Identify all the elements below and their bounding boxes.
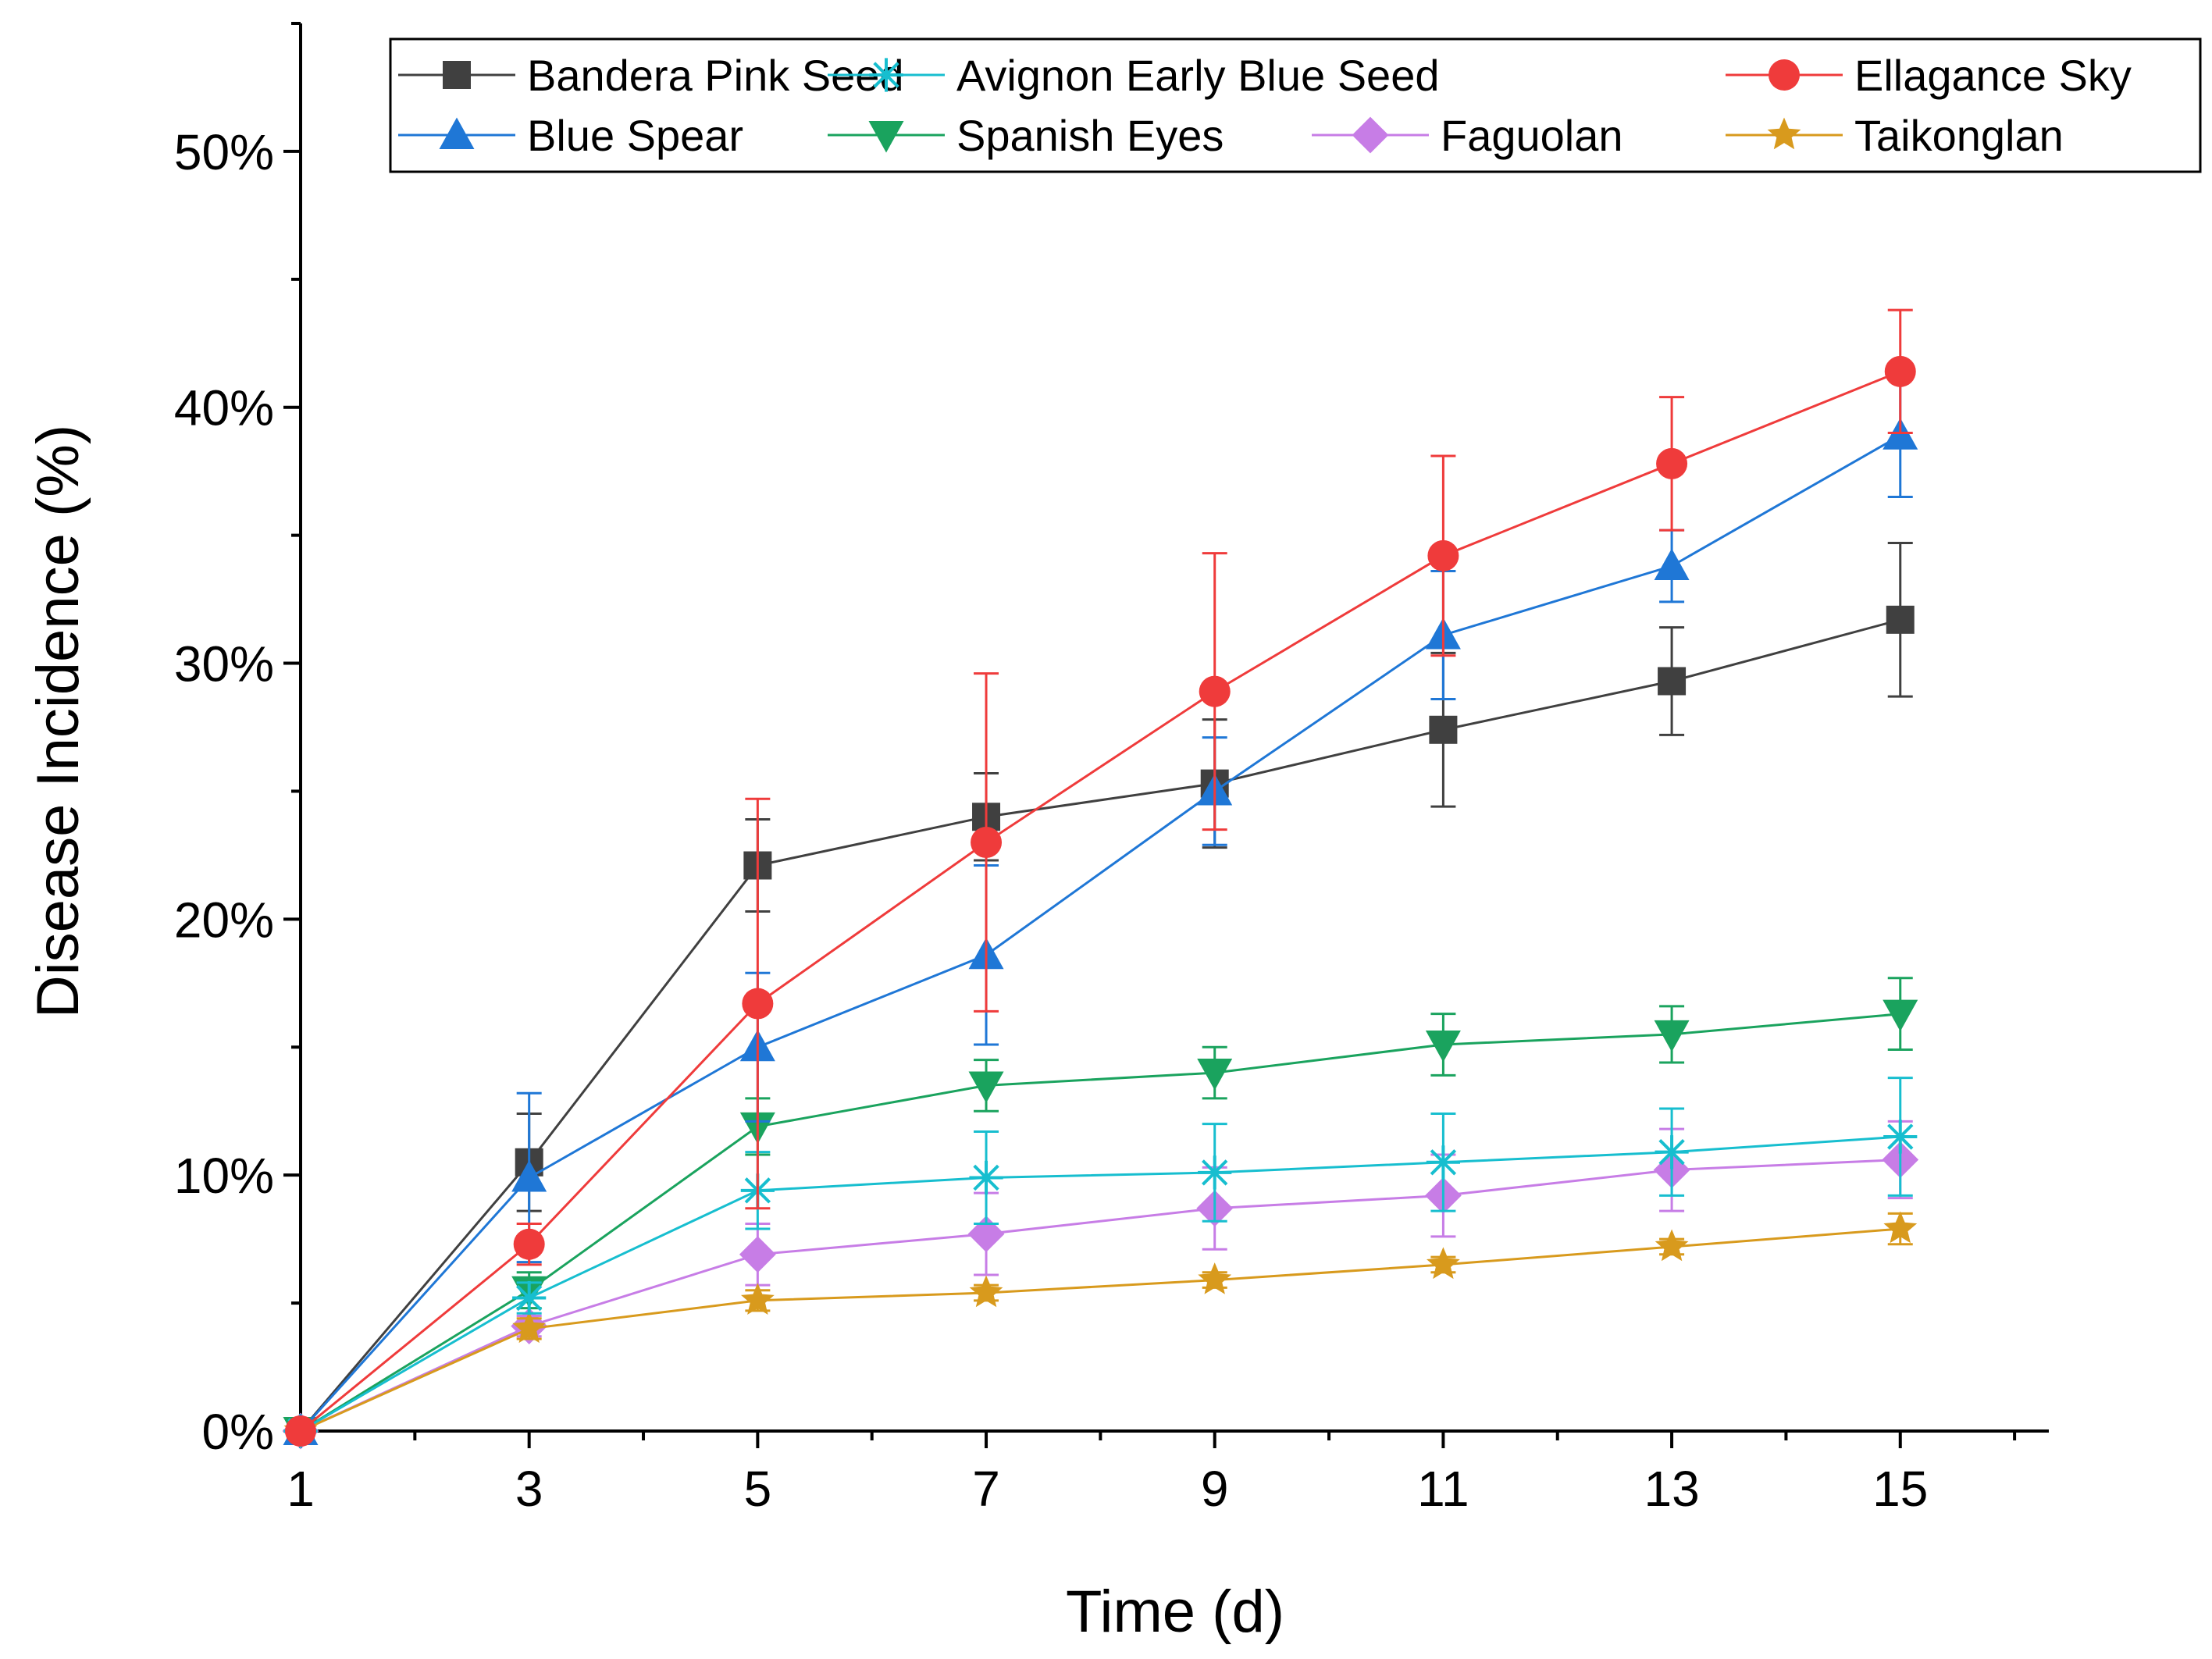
data-point	[969, 1275, 1003, 1308]
axis-ticks	[283, 22, 2017, 1448]
data-point	[1427, 539, 1459, 571]
data-point	[1198, 1155, 1232, 1190]
data-point	[1883, 1120, 1918, 1154]
data-point	[969, 1160, 1003, 1195]
data-point	[1884, 355, 1916, 387]
y-tick-label: 20%	[174, 892, 274, 948]
x-axis-title: Time (d)	[1066, 1579, 1284, 1645]
data-point	[1883, 1211, 1918, 1244]
series-line	[299, 434, 1901, 1433]
series-line	[300, 1013, 1900, 1433]
data-point	[967, 1216, 1005, 1252]
series-ellagance-sky	[285, 308, 1916, 1447]
legend-marker	[443, 61, 471, 89]
x-tick-label: 15	[1872, 1461, 1928, 1517]
data-point	[1429, 715, 1458, 744]
legend-label: Ellagance Sky	[1854, 51, 2132, 100]
x-tick-label: 1	[287, 1461, 315, 1517]
y-axis-title: Disease Incidence (%)	[25, 425, 91, 1018]
legend-label: Faguolan	[1441, 111, 1623, 160]
legend-marker	[439, 117, 475, 149]
data-point	[1199, 675, 1231, 707]
plot-area	[282, 308, 1919, 1450]
axes	[299, 23, 2049, 1433]
data-point	[1426, 1145, 1460, 1180]
series-line	[300, 1227, 1900, 1433]
legend-marker	[868, 121, 904, 153]
legend-marker	[1352, 116, 1389, 154]
legend-label: Blue Spear	[527, 111, 743, 160]
data-point	[511, 1159, 547, 1192]
y-tick-label: 50%	[174, 124, 274, 180]
legend-item: Blue Spear	[398, 111, 743, 160]
x-tick-label: 3	[515, 1461, 543, 1517]
legend-item: Avignon Early Blue Seed	[828, 51, 1440, 100]
data-point	[1198, 1262, 1232, 1294]
data-point	[1427, 1247, 1460, 1280]
data-point	[285, 1415, 316, 1447]
x-tick-label: 9	[1201, 1461, 1229, 1517]
data-point	[1886, 605, 1915, 634]
legend-item: Faguolan	[1312, 111, 1623, 160]
data-point	[1197, 1059, 1233, 1091]
data-point	[1658, 667, 1687, 696]
y-tick-label: 0%	[202, 1404, 275, 1460]
data-point	[1655, 1135, 1689, 1169]
data-point	[1425, 1030, 1461, 1063]
data-point	[1655, 1229, 1689, 1262]
series-line	[300, 370, 1901, 1433]
data-point	[968, 1071, 1004, 1103]
data-point	[512, 1311, 547, 1344]
legend-item: Taikonglan	[1726, 111, 2064, 160]
legend-label: Avignon Early Blue Seed	[956, 51, 1440, 100]
x-tick-label: 13	[1644, 1461, 1699, 1517]
series-line	[300, 1135, 1900, 1433]
y-tick-label: 30%	[174, 636, 274, 692]
legend-box	[389, 37, 2202, 173]
legend-item: Spanish Eyes	[828, 111, 1224, 160]
legend-marker	[1769, 59, 1800, 91]
series-line	[300, 1159, 1900, 1433]
legend-marker	[869, 58, 903, 92]
legend: Bandera Pink Seed Avignon Early Blue Seed…	[389, 37, 2202, 173]
data-point	[513, 1228, 545, 1260]
data-point	[1654, 1020, 1690, 1052]
legend-item: Ellagance Sky	[1726, 51, 2132, 100]
tick-labels: 1 3 5 7 9 11 13 150%10%20%30%40%50%	[174, 124, 1928, 1517]
legend-marker	[1767, 117, 1801, 150]
series-taikonglan	[283, 1211, 1918, 1446]
data-point	[1654, 548, 1690, 580]
data-point	[512, 1280, 547, 1315]
data-point	[1883, 999, 1918, 1032]
data-point	[971, 827, 1003, 859]
x-tick-label: 7	[972, 1461, 1000, 1517]
data-point	[742, 988, 774, 1020]
y-tick-label: 40%	[174, 380, 274, 436]
y-tick-label: 10%	[174, 1148, 274, 1204]
legend-label: Spanish Eyes	[956, 111, 1224, 160]
legend-label: Taikonglan	[1854, 111, 2064, 160]
x-tick-label: 11	[1417, 1461, 1469, 1517]
series-avignon-early-blue-seed	[283, 1077, 1918, 1448]
data-point	[741, 1283, 775, 1315]
data-point	[739, 1236, 776, 1273]
data-point	[1656, 447, 1688, 479]
series-line	[299, 618, 1901, 1432]
x-tick-label: 5	[744, 1461, 772, 1517]
